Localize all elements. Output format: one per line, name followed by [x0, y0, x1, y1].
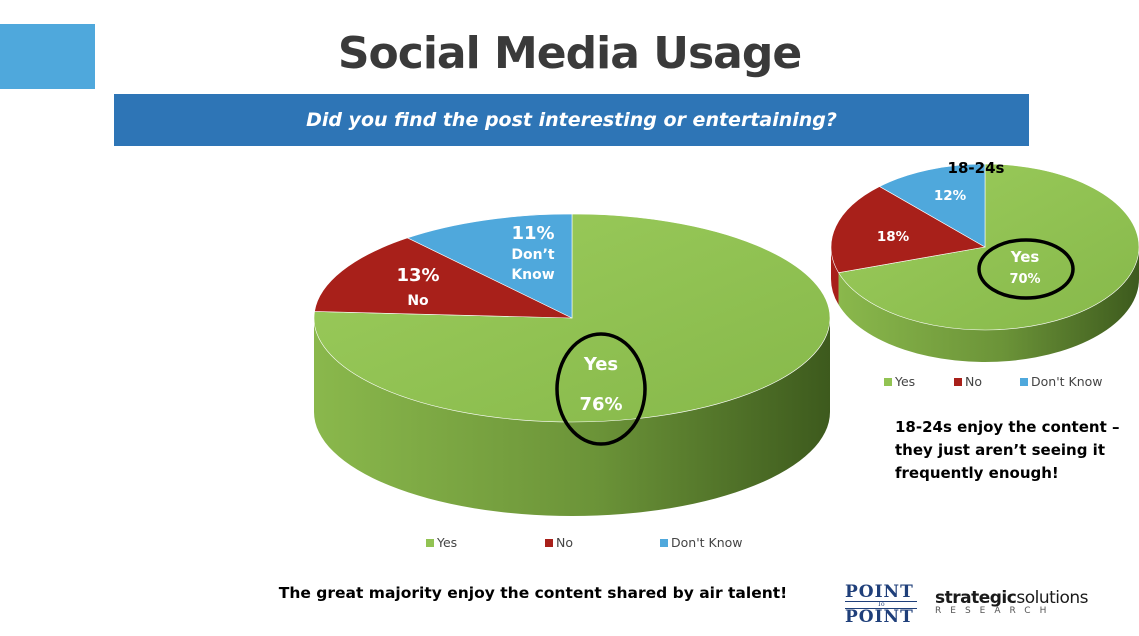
accent-block [0, 24, 95, 89]
pie-main-legend-yes: Yes [436, 535, 457, 550]
pie-main-label-yes-1: 76% [579, 394, 622, 415]
pie-18-24-highlight-ring [977, 238, 1075, 300]
logo-ss-sub: RESEARCH [935, 606, 1056, 616]
pie-18-24-legend-swatch-don-t-know [1020, 378, 1028, 386]
pie-18-24-side-yes [838, 247, 1139, 362]
logo-ptp-middle: To [845, 601, 917, 609]
pie-main-slice-yes [313, 213, 831, 423]
pie-18-24-slice-don-t-know [878, 163, 986, 248]
pie-18-24-label-no-0: 18% [877, 229, 910, 245]
slide-title: Social Media Usage [337, 28, 802, 79]
side-note: 18-24s enjoy the content – they just are… [895, 418, 1120, 482]
pie-main-label-no-0: 13% [396, 265, 439, 286]
pie-18-24-label-yes-1: 70% [1009, 272, 1040, 287]
pie-main-legend-swatch-no [545, 539, 553, 547]
pie-main-legend-no: No [556, 535, 573, 550]
pie-main-label-don-t-know-1: Don’t [511, 247, 555, 263]
question-text: Did you find the post interesting or ent… [306, 109, 837, 131]
age-18-24-pie-chart: Yes 70% 18% 12% 18-24s Yes No Don't Know [830, 159, 1139, 389]
pie-18-24-slice-yes [838, 163, 1139, 331]
logo-ss-bold: strategic [935, 588, 1017, 608]
main-note: The great majority enjoy the content sha… [278, 584, 788, 602]
pie-main-legend-swatch-don-t-know [660, 539, 668, 547]
pie-main-label-don-t-know-2: Know [511, 267, 554, 283]
pie-main-label-don-t-know-0: 11% [511, 223, 554, 244]
question-banner: Did you find the post interesting or ent… [114, 94, 1029, 146]
pie-18-24-side-no [831, 247, 839, 305]
pie-18-24-legend-don-t-know: Don't Know [1031, 374, 1103, 389]
pie-main-highlight-ring [555, 332, 647, 446]
logo-ptp-top: POINT [845, 582, 914, 602]
strategic-solutions-logo: strategicsolutions RESEARCH [935, 588, 1095, 616]
pie-main-legend-swatch-yes [426, 539, 434, 547]
pie-main-legend-don-t-know: Don't Know [671, 535, 743, 550]
logo-ss-regular: solutions [1016, 588, 1089, 608]
point-to-point-logo: POINT To POINT [845, 582, 919, 627]
logo-ptp-bottom: POINT [845, 607, 914, 627]
pie-18-24-slice-no [830, 186, 986, 273]
pie-main-slice-no [314, 237, 573, 319]
pie-18-24-legend-yes: Yes [894, 374, 915, 389]
main-pie-chart: Yes 76% 13% No 11% Don’t Know Yes No Don't Know [313, 213, 831, 550]
pie-18-24-label-don-t-know-0: 12% [934, 188, 967, 204]
pie-main-label-no-1: No [407, 293, 429, 309]
pie-main-label-yes-0: Yes [583, 354, 618, 375]
pie-18-24-legend-swatch-yes [884, 378, 892, 386]
pie-18-24-legend-swatch-no [954, 378, 962, 386]
pie-18-24-label-yes-0: Yes [1010, 248, 1040, 266]
pie-main-side-yes [314, 318, 830, 516]
pie-main-slice-don-t-know [406, 213, 573, 319]
pie-18-24-legend-no: No [965, 374, 982, 389]
pie-18-24-title: 18-24s [948, 159, 1005, 177]
